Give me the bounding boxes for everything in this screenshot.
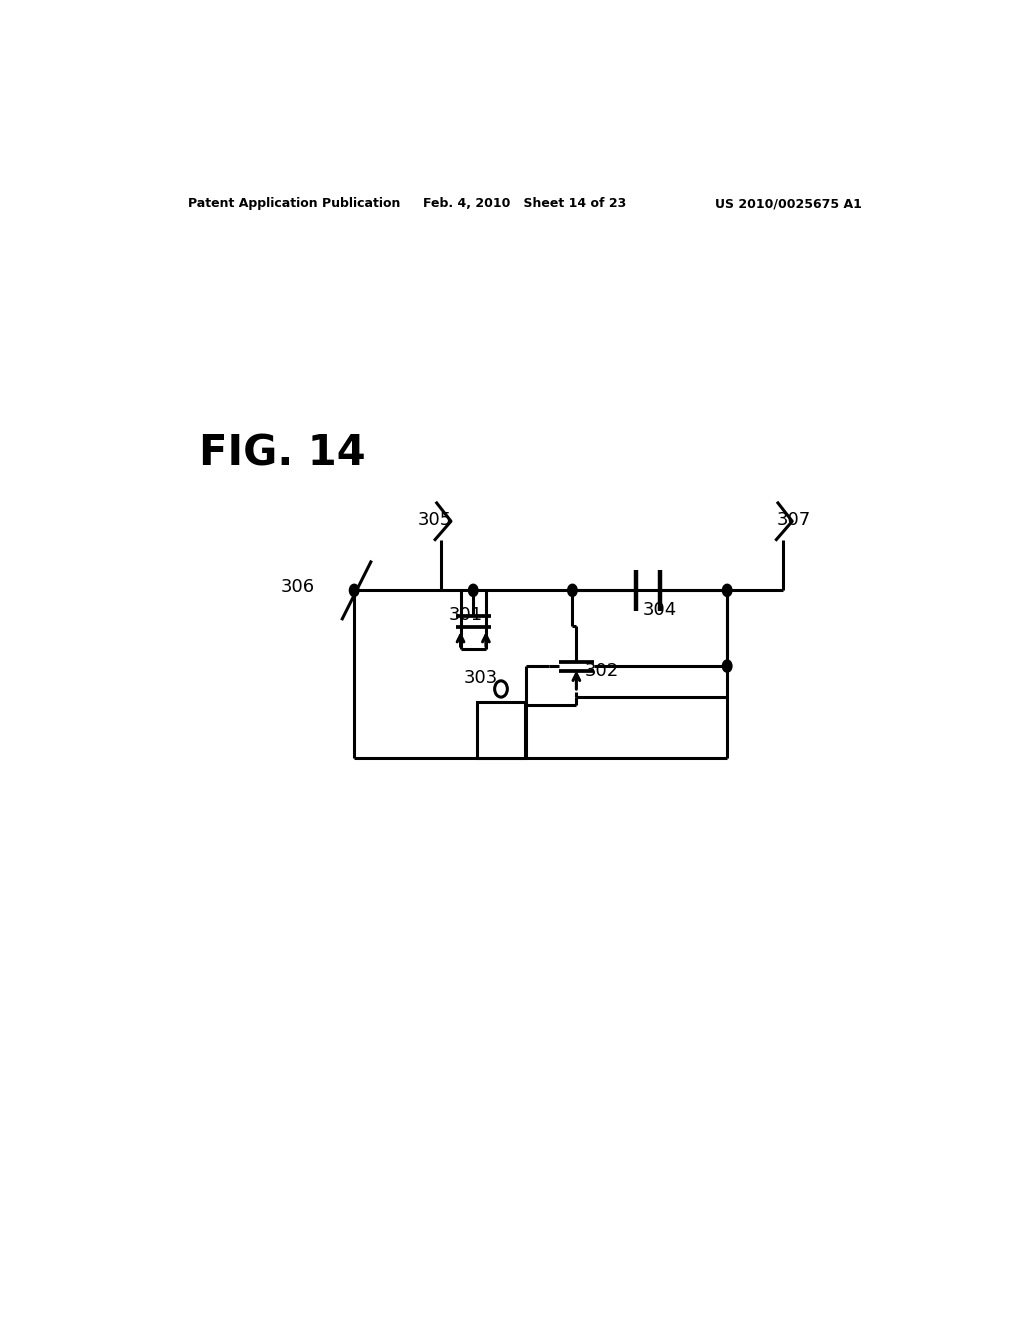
Circle shape	[349, 585, 359, 597]
Text: 306: 306	[281, 578, 314, 597]
Text: Feb. 4, 2010   Sheet 14 of 23: Feb. 4, 2010 Sheet 14 of 23	[423, 197, 627, 210]
Text: 302: 302	[585, 661, 618, 680]
Circle shape	[495, 681, 507, 697]
Text: FIG. 14: FIG. 14	[200, 433, 366, 475]
Text: 304: 304	[642, 601, 677, 619]
Circle shape	[567, 585, 578, 597]
Text: 305: 305	[418, 511, 452, 529]
Text: US 2010/0025675 A1: US 2010/0025675 A1	[715, 197, 862, 210]
Circle shape	[722, 660, 732, 672]
Text: 301: 301	[449, 606, 482, 623]
Text: 307: 307	[776, 511, 811, 529]
Text: Patent Application Publication: Patent Application Publication	[187, 197, 400, 210]
Text: 303: 303	[464, 669, 499, 686]
Bar	[477, 702, 525, 758]
Circle shape	[468, 585, 478, 597]
Circle shape	[722, 585, 732, 597]
